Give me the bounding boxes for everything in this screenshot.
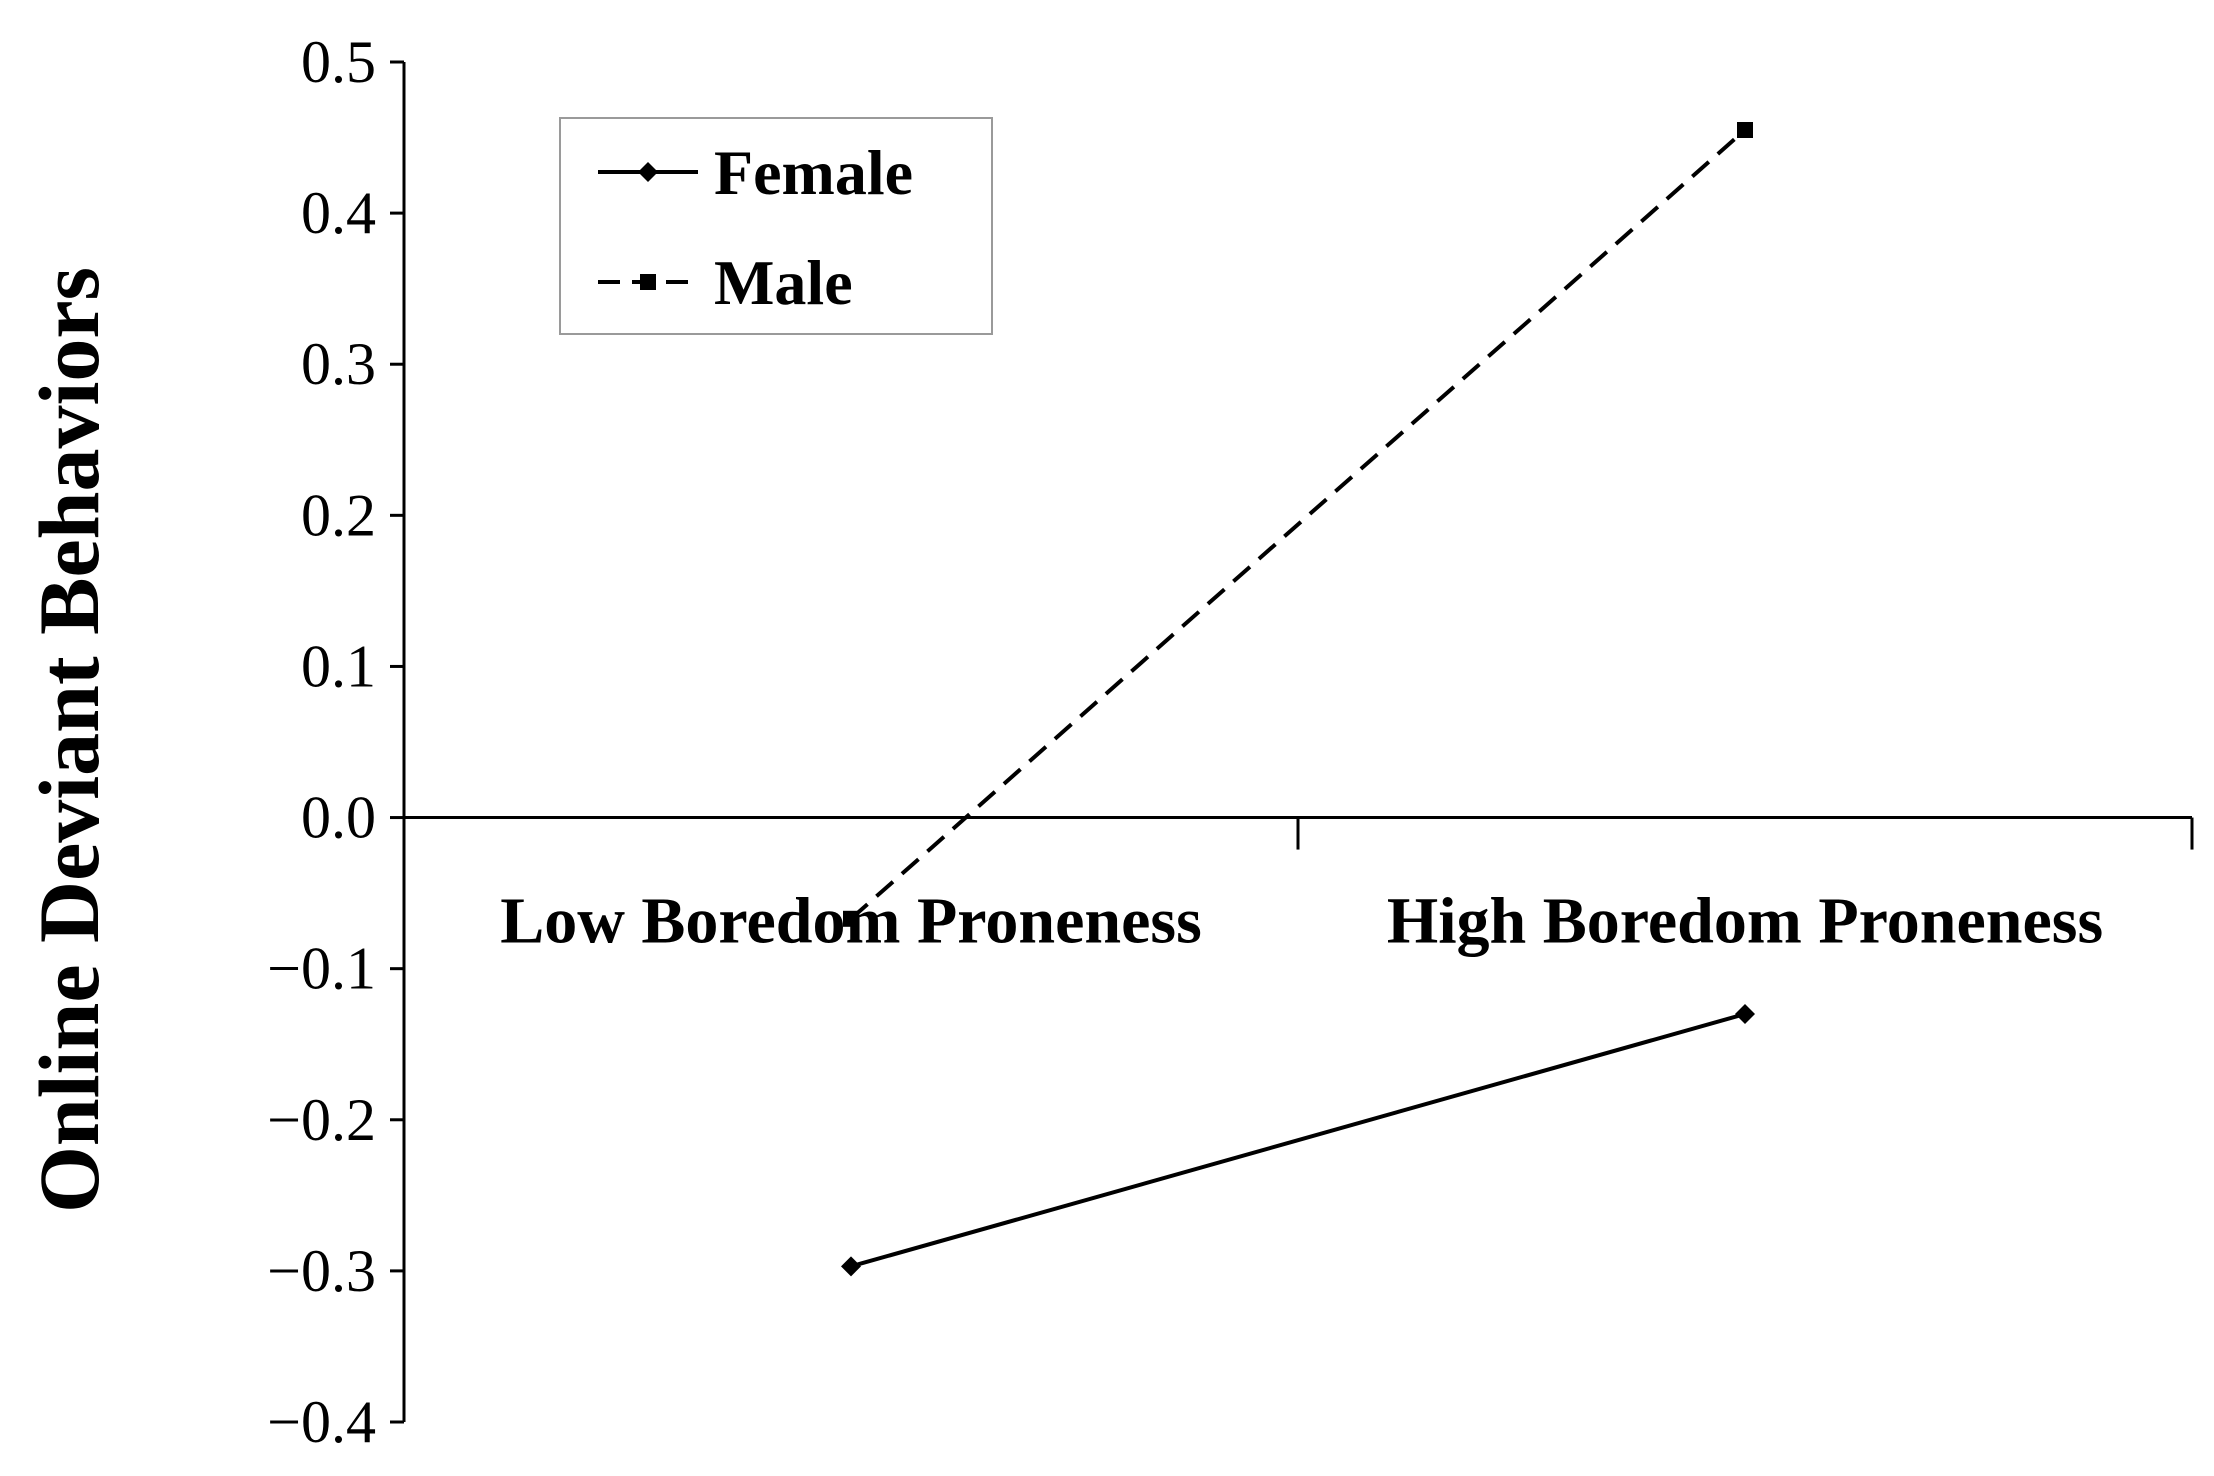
series-line-male — [849, 128, 1747, 921]
legend: Female Male — [559, 117, 993, 335]
y-tick-label: 0.1 — [301, 633, 376, 699]
legend-marker-male — [640, 274, 656, 290]
x-tick-label: High Boredom Proneness — [1387, 885, 2103, 958]
labels-layer: Online Deviant Behaviors — [21, 267, 117, 1213]
data-point-female — [841, 1256, 861, 1277]
y-tick-label: 0.5 — [301, 29, 376, 95]
series-female — [841, 1004, 1755, 1277]
y-tick-label: −0.3 — [267, 1238, 376, 1304]
legend-box — [559, 117, 993, 335]
y-tick-label: −0.4 — [267, 1389, 376, 1455]
series-male — [843, 122, 1753, 927]
data-point-male — [1737, 122, 1753, 138]
y-tick-label: 0.0 — [301, 785, 376, 851]
y-tick-label: −0.1 — [267, 936, 376, 1002]
data-point-female — [1735, 1004, 1755, 1024]
legend-label-male: Male — [714, 247, 853, 318]
y-tick-label: 0.4 — [301, 180, 376, 246]
y-tick-label: 0.3 — [301, 331, 376, 397]
legend-marker-female — [638, 162, 658, 182]
y-tick-label: 0.2 — [301, 482, 376, 548]
series-layer — [841, 122, 1755, 1277]
data-point-male — [843, 910, 859, 927]
y-axis-label: Online Deviant Behaviors — [21, 267, 117, 1213]
y-tick-label: −0.2 — [267, 1087, 376, 1153]
series-line-female — [850, 1012, 1746, 1269]
legend-label-female: Female — [714, 137, 913, 208]
